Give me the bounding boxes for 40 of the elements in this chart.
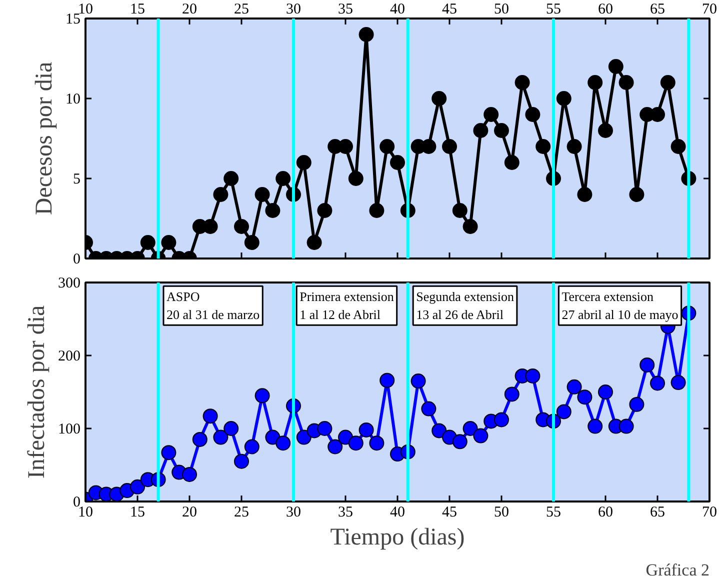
y-axis-title: Decesos por dia bbox=[32, 62, 58, 216]
x-axis-title: Tiempo (dias) bbox=[330, 524, 465, 550]
x-tick-label: 45 bbox=[442, 504, 457, 520]
y-tick-label: 0 bbox=[73, 494, 80, 510]
y-tick-label: 100 bbox=[58, 422, 80, 438]
x-tick-label: 70 bbox=[702, 504, 717, 520]
x-tick-label: 25 bbox=[234, 504, 249, 520]
x-tick-label: 30 bbox=[286, 504, 301, 520]
x2-tick-label: 45 bbox=[442, 2, 457, 18]
annotation: Segunda extension 13 al 26 de Abril bbox=[416, 289, 514, 322]
annotation: Tercera extension 27 abril al 10 de mayo bbox=[562, 289, 678, 322]
y-tick-label: 5 bbox=[73, 172, 80, 188]
x-tick-label: 65 bbox=[650, 504, 665, 520]
x2-tick-label: 35 bbox=[338, 2, 353, 18]
x2-tick-label: 20 bbox=[182, 2, 197, 18]
x-tick-label: 40 bbox=[390, 504, 405, 520]
x2-tick-label: 55 bbox=[546, 2, 561, 18]
x2-tick-label: 15 bbox=[130, 2, 145, 18]
x2-tick-label: 70 bbox=[702, 2, 717, 18]
x-tick-label: 55 bbox=[546, 504, 561, 520]
text: Gráfica 2 bbox=[646, 560, 710, 580]
x-tick-label: 35 bbox=[338, 504, 353, 520]
y-tick-label: 15 bbox=[66, 12, 80, 28]
x2-tick-label: 50 bbox=[494, 2, 509, 18]
x2-tick-label: 60 bbox=[598, 2, 613, 18]
y-tick-label: 300 bbox=[58, 276, 80, 292]
annotation: Primera extension 1 al 12 de Abril bbox=[300, 289, 394, 322]
y-tick-label: 10 bbox=[66, 92, 80, 108]
x-tick-label: 50 bbox=[494, 504, 509, 520]
y-tick-label: 0 bbox=[73, 252, 80, 268]
x2-tick-label: 65 bbox=[650, 2, 665, 18]
x-tick-label: 60 bbox=[598, 504, 613, 520]
annotation: ASPO 20 al 31 de marzo bbox=[166, 289, 260, 322]
x2-tick-label: 30 bbox=[286, 2, 301, 18]
x-tick-label: 15 bbox=[130, 504, 145, 520]
y-tick-label: 200 bbox=[58, 348, 80, 364]
x2-tick-label: 40 bbox=[390, 2, 405, 18]
x-tick-label: 20 bbox=[182, 504, 197, 520]
y-axis-title: Infectados por dia bbox=[24, 305, 50, 479]
x2-tick-label: 25 bbox=[234, 2, 249, 18]
